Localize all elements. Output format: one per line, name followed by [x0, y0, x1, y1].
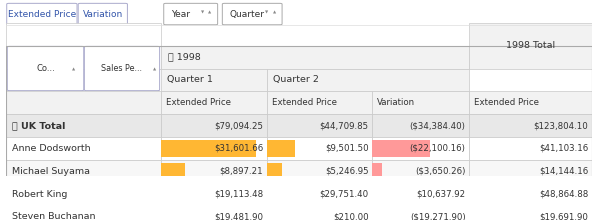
Text: $10,637.92: $10,637.92 [416, 190, 465, 199]
Text: Extended Price: Extended Price [8, 9, 76, 18]
Text: $44,709.85: $44,709.85 [320, 121, 369, 130]
Bar [469, 91, 592, 114]
Bar [162, 68, 267, 91]
Bar [372, 114, 469, 137]
Bar [372, 140, 430, 157]
Text: Variation: Variation [83, 9, 123, 18]
FancyBboxPatch shape [84, 46, 160, 91]
Text: $19,691.90: $19,691.90 [540, 213, 588, 220]
Text: Robert King: Robert King [12, 190, 67, 199]
Bar [267, 68, 469, 91]
Bar [469, 183, 592, 205]
Bar [162, 205, 267, 220]
Bar [162, 183, 267, 205]
Bar [162, 114, 267, 137]
Bar [372, 209, 424, 220]
Text: Michael Suyama: Michael Suyama [12, 167, 90, 176]
Text: $210.00: $210.00 [333, 213, 369, 220]
Bar [267, 163, 282, 180]
Text: $41,103.16: $41,103.16 [539, 144, 588, 153]
Text: ⓢ 1998: ⓢ 1998 [168, 53, 201, 62]
Bar [469, 137, 592, 160]
Bar [267, 114, 372, 137]
Bar [6, 183, 162, 205]
Text: ($19,271.90): ($19,271.90) [410, 213, 465, 220]
Bar [267, 160, 372, 183]
Bar [6, 91, 162, 114]
Text: ⓢ UK Total: ⓢ UK Total [12, 121, 65, 130]
Text: Sales Pe...: Sales Pe... [101, 64, 143, 73]
Bar [372, 137, 469, 160]
Text: $9,501.50: $9,501.50 [325, 144, 369, 153]
Text: ($3,650.26): ($3,650.26) [415, 167, 465, 176]
Text: ($34,384.40): ($34,384.40) [410, 121, 465, 130]
Text: Anne Dodsworth: Anne Dodsworth [12, 144, 91, 153]
Text: $14,144.16: $14,144.16 [539, 167, 588, 176]
Text: Quarter: Quarter [230, 9, 265, 18]
Text: Extended Price: Extended Price [166, 98, 231, 107]
Bar [469, 23, 592, 68]
FancyBboxPatch shape [164, 3, 218, 25]
Text: ▼: ▼ [201, 11, 204, 15]
Bar [162, 137, 267, 160]
Text: Co...: Co... [36, 64, 55, 73]
Bar [469, 114, 592, 137]
Text: ($22,100.16): ($22,100.16) [410, 144, 465, 153]
Text: ▲: ▲ [153, 68, 156, 72]
Bar [162, 160, 267, 183]
Bar [267, 183, 372, 205]
Text: ▲: ▲ [72, 68, 75, 72]
Bar [6, 114, 162, 137]
Bar [162, 46, 469, 68]
Text: $48,864.88: $48,864.88 [539, 190, 588, 199]
Text: $29,751.40: $29,751.40 [320, 190, 369, 199]
Bar [6, 160, 162, 183]
Text: $19,113.48: $19,113.48 [214, 190, 263, 199]
Text: $19,481.90: $19,481.90 [214, 213, 263, 220]
FancyBboxPatch shape [78, 3, 127, 25]
Bar [267, 205, 372, 220]
Text: ▼: ▼ [265, 11, 268, 15]
Text: 1998 Total: 1998 Total [506, 41, 555, 50]
Text: Quarter 2: Quarter 2 [273, 75, 318, 84]
Bar [162, 91, 267, 114]
Bar [162, 140, 256, 157]
Bar [162, 209, 212, 220]
Text: ▲: ▲ [273, 11, 276, 15]
Bar [6, 205, 162, 220]
Bar [162, 163, 185, 180]
Bar [372, 163, 382, 180]
Text: Year: Year [171, 9, 191, 18]
Bar [469, 160, 592, 183]
Bar [372, 183, 469, 205]
Text: Quarter 1: Quarter 1 [168, 75, 213, 84]
Bar [372, 160, 469, 183]
Text: Variation: Variation [377, 98, 415, 107]
Text: Steven Buchanan: Steven Buchanan [12, 213, 95, 220]
Bar [267, 137, 372, 160]
Bar [469, 205, 592, 220]
Bar [372, 91, 469, 114]
FancyBboxPatch shape [7, 3, 77, 25]
Text: $79,094.25: $79,094.25 [214, 121, 263, 130]
Text: $123,804.10: $123,804.10 [534, 121, 588, 130]
Bar [372, 205, 469, 220]
Bar [162, 186, 212, 202]
Text: Extended Price: Extended Price [474, 98, 539, 107]
FancyBboxPatch shape [7, 46, 83, 91]
FancyBboxPatch shape [223, 3, 282, 25]
Bar [267, 186, 355, 202]
Bar [6, 23, 162, 68]
Bar [267, 140, 295, 157]
Text: $8,897.21: $8,897.21 [220, 167, 263, 176]
Bar [267, 91, 372, 114]
Bar [6, 137, 162, 160]
Text: $5,246.95: $5,246.95 [325, 167, 369, 176]
Bar [372, 186, 401, 202]
Text: Extended Price: Extended Price [272, 98, 336, 107]
Text: ▲: ▲ [208, 11, 211, 15]
Text: $31,601.66: $31,601.66 [214, 144, 263, 153]
